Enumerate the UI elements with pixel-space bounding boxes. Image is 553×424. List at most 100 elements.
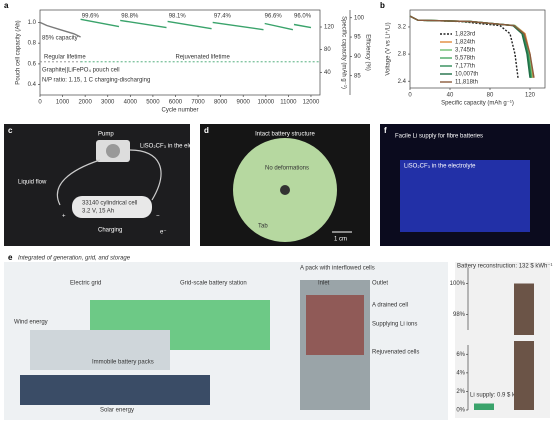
legend-label: 1,824th xyxy=(455,40,475,46)
y2-axis-label: Specific capacity (mAh g⁻¹) xyxy=(340,16,346,89)
x-tick-label: 0 xyxy=(408,93,412,99)
panel-label: e xyxy=(8,253,13,262)
label: Wind energy xyxy=(14,320,48,326)
label: Grid-scale battery station xyxy=(180,281,247,287)
annotation: Rejuvenated lifetime xyxy=(175,54,230,60)
y-tick-label: 98% xyxy=(453,312,466,318)
y-tick-label: 0.8 xyxy=(28,41,37,47)
annotation: 98.8% xyxy=(121,14,139,20)
x-tick-label: 5000 xyxy=(146,100,160,106)
label: − xyxy=(156,214,160,220)
y-tick-label: 6% xyxy=(456,352,465,358)
label: Pump xyxy=(98,132,114,138)
bar xyxy=(474,403,494,410)
label: 1 cm xyxy=(334,237,347,243)
data-line xyxy=(409,15,535,78)
battery-packs xyxy=(30,330,170,370)
annotation: 85% capacity xyxy=(42,36,78,42)
label: Charging xyxy=(98,228,122,234)
panel-label: f xyxy=(384,126,387,135)
y-tick-label: 3.2 xyxy=(398,25,407,31)
center-hole xyxy=(280,185,290,195)
bar xyxy=(514,283,534,410)
axis-break xyxy=(512,335,536,341)
x-tick-label: 2000 xyxy=(78,100,92,106)
y-tick-label: 0% xyxy=(456,408,465,414)
y-tick-label: 4% xyxy=(456,370,465,376)
solar-panels xyxy=(20,375,210,405)
label: LiSO₂CF₃ in the electrolyte xyxy=(140,144,212,150)
plot-frame xyxy=(409,9,546,89)
y3-tick-label: 85 xyxy=(354,73,361,79)
label: 33140 cylindrical cell xyxy=(82,201,137,207)
x-tick-label: 0 xyxy=(38,100,42,106)
label: Tab xyxy=(258,224,268,230)
annotation: N/P ratio: 1.15, 1 C charging-dischargin… xyxy=(42,78,150,84)
y-tick-label: 2.8 xyxy=(398,52,407,58)
panel-label: d xyxy=(204,126,209,135)
x-tick-label: 80 xyxy=(487,93,494,99)
label: Solar energy xyxy=(100,408,134,414)
bar-label: Battery reconstruction: 132 $ kWh⁻¹ xyxy=(457,264,553,270)
x-axis-label: Specific capacity (mAh g⁻¹) xyxy=(441,101,514,107)
annotation: Graphite||LiFePO₄ pouch cell xyxy=(42,68,120,74)
label: Outlet xyxy=(372,281,388,287)
label: + xyxy=(62,214,66,220)
legend-label: 11,818th xyxy=(455,80,478,86)
label: Integrated of generation, grid, and stor… xyxy=(18,256,131,262)
tube xyxy=(56,149,162,206)
x-tick-label: 1000 xyxy=(56,100,70,106)
label: Inlet xyxy=(318,281,330,287)
y2-tick-label: 120 xyxy=(324,25,335,31)
y-tick-label: 0.6 xyxy=(28,61,37,67)
data-line xyxy=(39,21,81,38)
x-tick-label: 6000 xyxy=(169,100,183,106)
legend-label: 10,007th xyxy=(455,72,478,78)
cell xyxy=(72,196,152,218)
label: Electric grid xyxy=(70,281,101,287)
x-tick-label: 11000 xyxy=(280,100,297,106)
fibre-mesh xyxy=(400,160,530,232)
pump-head xyxy=(106,144,120,158)
legend-label: 7,177th xyxy=(455,64,475,70)
legend-label: 5,578th xyxy=(455,56,475,62)
label: 3.2 V, 15 Ah xyxy=(82,209,114,215)
y3-axis-label: Efficiency (%) xyxy=(364,34,370,71)
x-tick-label: 12000 xyxy=(303,100,320,106)
y-axis-label: Pouch cell capacity (Ah) xyxy=(16,20,22,84)
y-tick-label: 0.4 xyxy=(28,82,37,88)
x-tick-label: 7000 xyxy=(191,100,205,106)
y-tick-label: 100% xyxy=(450,281,466,287)
x-tick-label: 10000 xyxy=(257,100,274,106)
x-tick-label: 40 xyxy=(447,93,454,99)
annotation: 97.4% xyxy=(214,14,232,20)
label: A pack with interflowed cells xyxy=(300,266,375,272)
label: Intact battery structure xyxy=(255,132,315,138)
y2-tick-label: 40 xyxy=(324,70,331,76)
y3-tick-label: 100 xyxy=(354,15,365,21)
y-tick-label: 1.0 xyxy=(28,20,37,26)
annotation: 99.6% xyxy=(82,14,100,20)
y2-tick-label: 80 xyxy=(324,47,331,53)
label: LiSO₂CF₃ in the electrolyte xyxy=(404,164,476,170)
plot-frame xyxy=(39,9,321,96)
y-axis-label: Voltage (V vs Li⁺/Li) xyxy=(385,22,392,75)
x-tick-label: 120 xyxy=(525,93,536,99)
annotation: 98.1% xyxy=(169,14,187,20)
x-tick-label: 3000 xyxy=(101,100,115,106)
data-line xyxy=(80,18,312,31)
legend-label: 1,823rd xyxy=(455,32,475,38)
label: Facile Li supply for fibre batteries xyxy=(395,134,483,140)
x-tick-label: 8000 xyxy=(214,100,228,106)
label: A drained cell xyxy=(372,303,408,309)
label: e⁻ xyxy=(160,230,167,236)
cells xyxy=(306,295,364,355)
x-axis-label: Cycle number xyxy=(161,108,198,114)
y3-tick-label: 95 xyxy=(354,35,361,41)
annotation: 96.6% xyxy=(265,14,283,20)
x-tick-label: 4000 xyxy=(124,100,138,106)
y-tick-label: 2.4 xyxy=(398,79,407,85)
legend-label: 3,745th xyxy=(455,48,475,54)
panel-label: b xyxy=(380,1,385,10)
x-tick-label: 9000 xyxy=(237,100,251,106)
